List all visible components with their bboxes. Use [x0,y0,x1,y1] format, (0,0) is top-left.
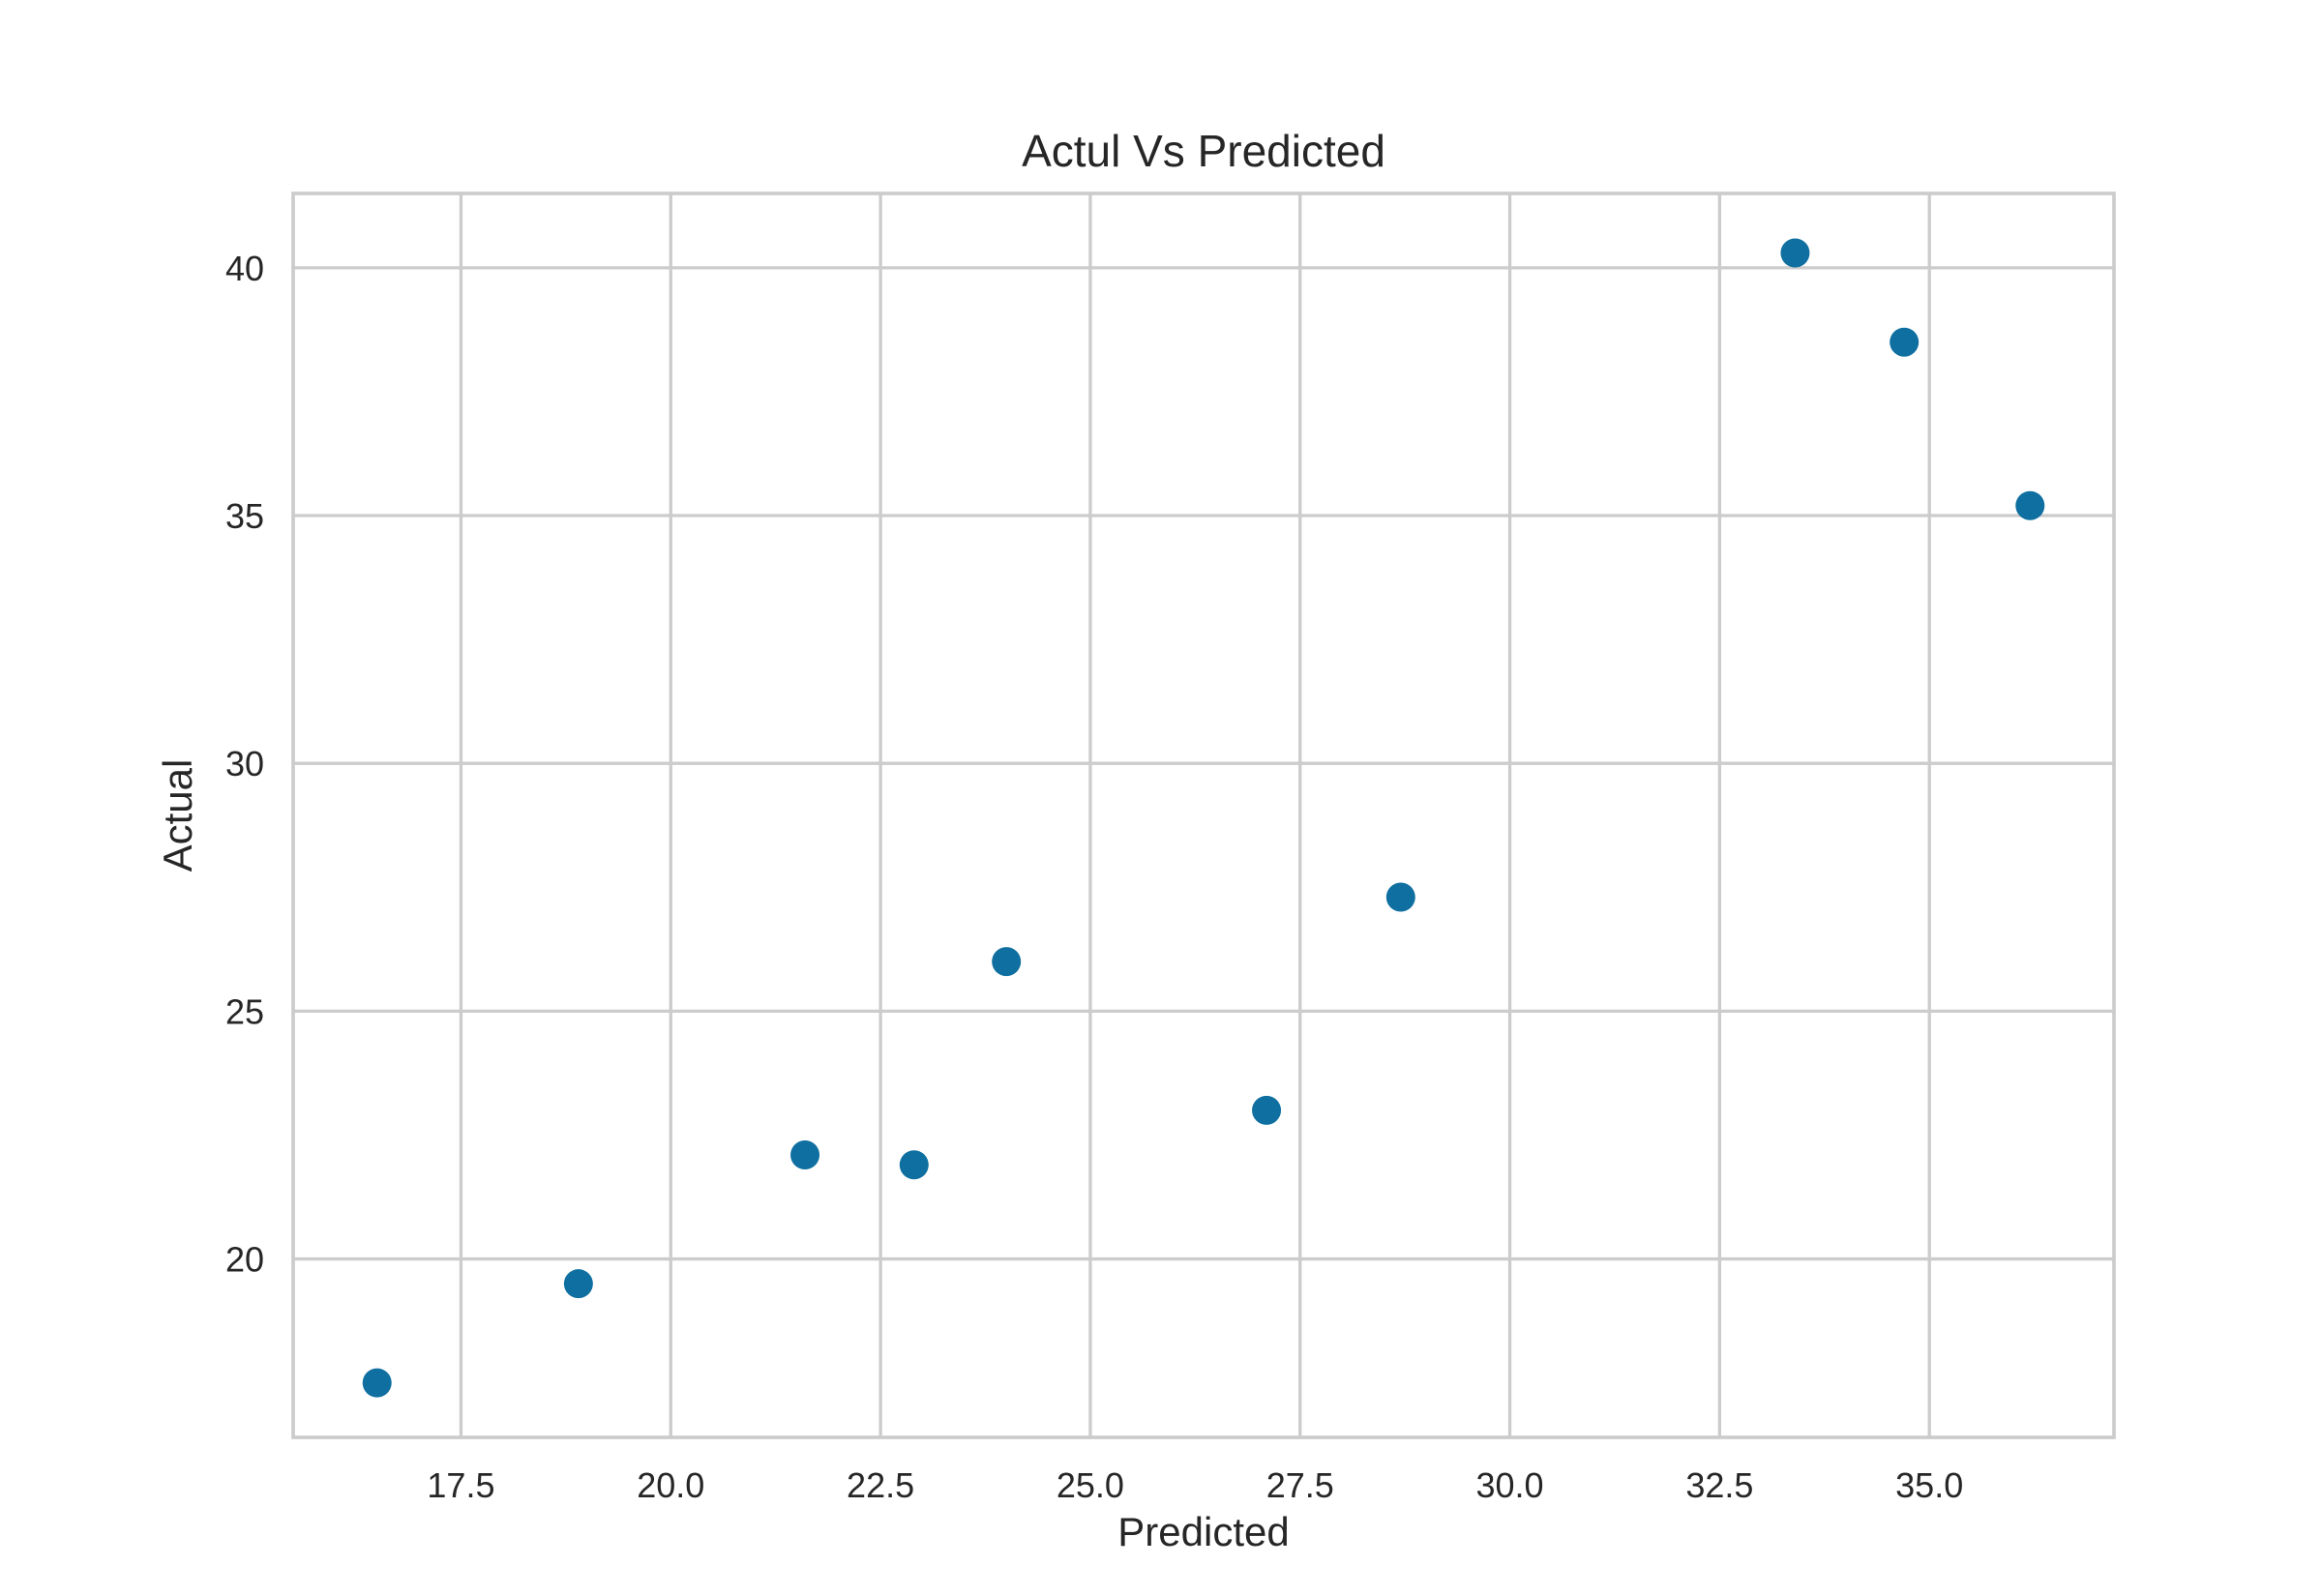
y-tick-label: 30 [225,744,264,783]
x-tick-label: 30.0 [1476,1465,1544,1505]
data-point [1252,1095,1282,1125]
data-point [899,1150,929,1180]
data-point [1385,882,1415,912]
x-tick-label: 20.0 [637,1465,704,1505]
x-tick-label: 32.5 [1685,1465,1753,1505]
chart-title: Actul Vs Predicted [1022,126,1385,176]
y-tick-label: 35 [225,496,264,536]
data-points [362,238,2045,1398]
data-point [362,1368,392,1398]
y-axis-label: Actual [155,759,200,872]
x-tick-label: 27.5 [1266,1465,1334,1505]
x-tick-label: 25.0 [1057,1465,1124,1505]
x-axis-label: Predicted [1117,1509,1289,1554]
plot-frame [291,192,2116,1439]
x-tick-label: 22.5 [847,1465,914,1505]
data-point [1890,327,1920,357]
x-tick-labels: 17.5 20.0 22.5 25.0 27.5 30.0 32.5 35.0 [427,1465,1963,1505]
data-point [2015,490,2045,520]
y-tick-label: 20 [225,1240,264,1280]
data-point [563,1269,593,1299]
grid [293,193,2114,1437]
x-tick-label: 35.0 [1895,1465,1963,1505]
data-point [1780,238,1810,268]
y-tick-labels: 20 25 30 35 40 [225,249,264,1280]
y-tick-label: 40 [225,249,264,288]
data-point [790,1139,820,1169]
data-point [992,947,1022,977]
y-tick-label: 25 [225,991,264,1031]
x-tick-label: 17.5 [427,1465,494,1505]
